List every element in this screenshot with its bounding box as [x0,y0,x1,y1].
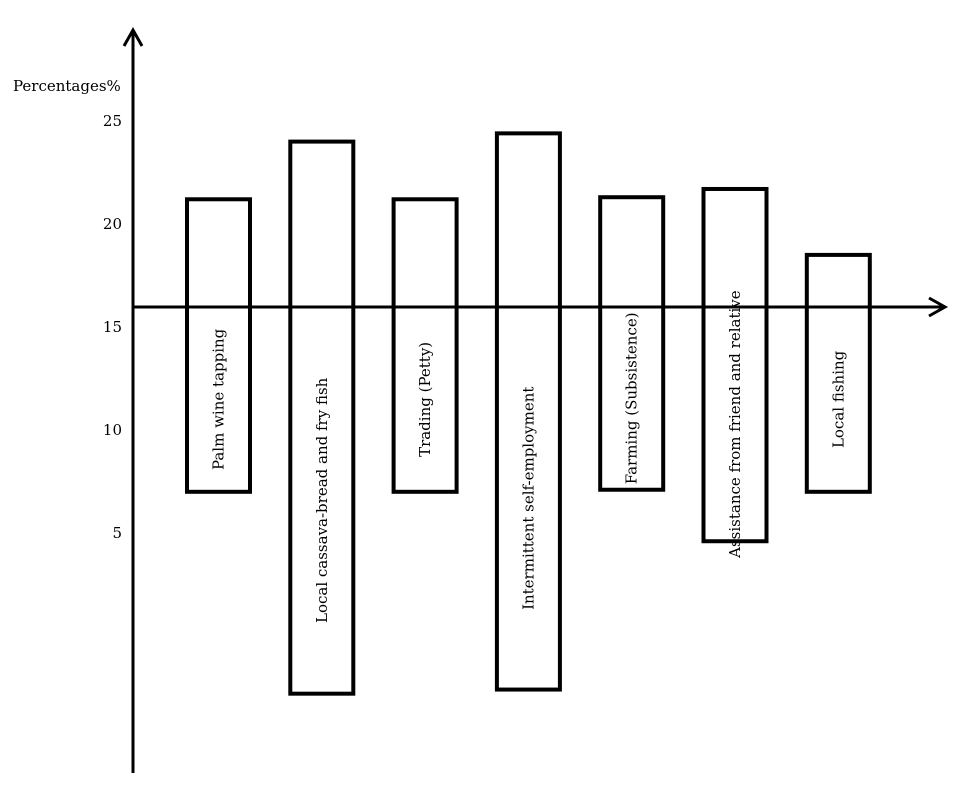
y-tick-label: 25 [103,112,122,130]
bar [701,186,769,544]
category-label: Assistance from friend and relative [726,290,744,559]
bar [494,131,562,692]
category-label: Palm wine tapping [210,328,228,470]
bar [804,252,872,494]
y-tick-label: 15 [103,318,122,336]
x-axis-arrow-icon [928,296,949,318]
bar [185,197,252,494]
y-axis [122,26,144,773]
bar [288,139,356,696]
category-label: Farming (Subsistence) [623,312,641,484]
category-label: Intermittent self-employment [519,387,537,610]
y-tick-label: 5 [112,524,122,542]
bar [598,195,666,492]
x-axis [133,296,949,318]
bar [391,197,459,494]
category-label: Local cassava-bread and fry fish [313,377,331,623]
y-tick-label: 10 [103,421,122,439]
y-axis-title: Percentages% [13,77,121,95]
y-axis-arrow-icon [122,26,144,47]
y-tick-label: 20 [103,215,122,233]
category-labels: Palm wine tapping Local cassava-bread and… [210,290,848,623]
y-tick-labels: 25 20 15 10 5 [103,112,122,542]
bars-layer [185,131,872,696]
category-label: Local fishing [829,350,847,448]
category-label: Trading (Petty) [416,342,434,457]
